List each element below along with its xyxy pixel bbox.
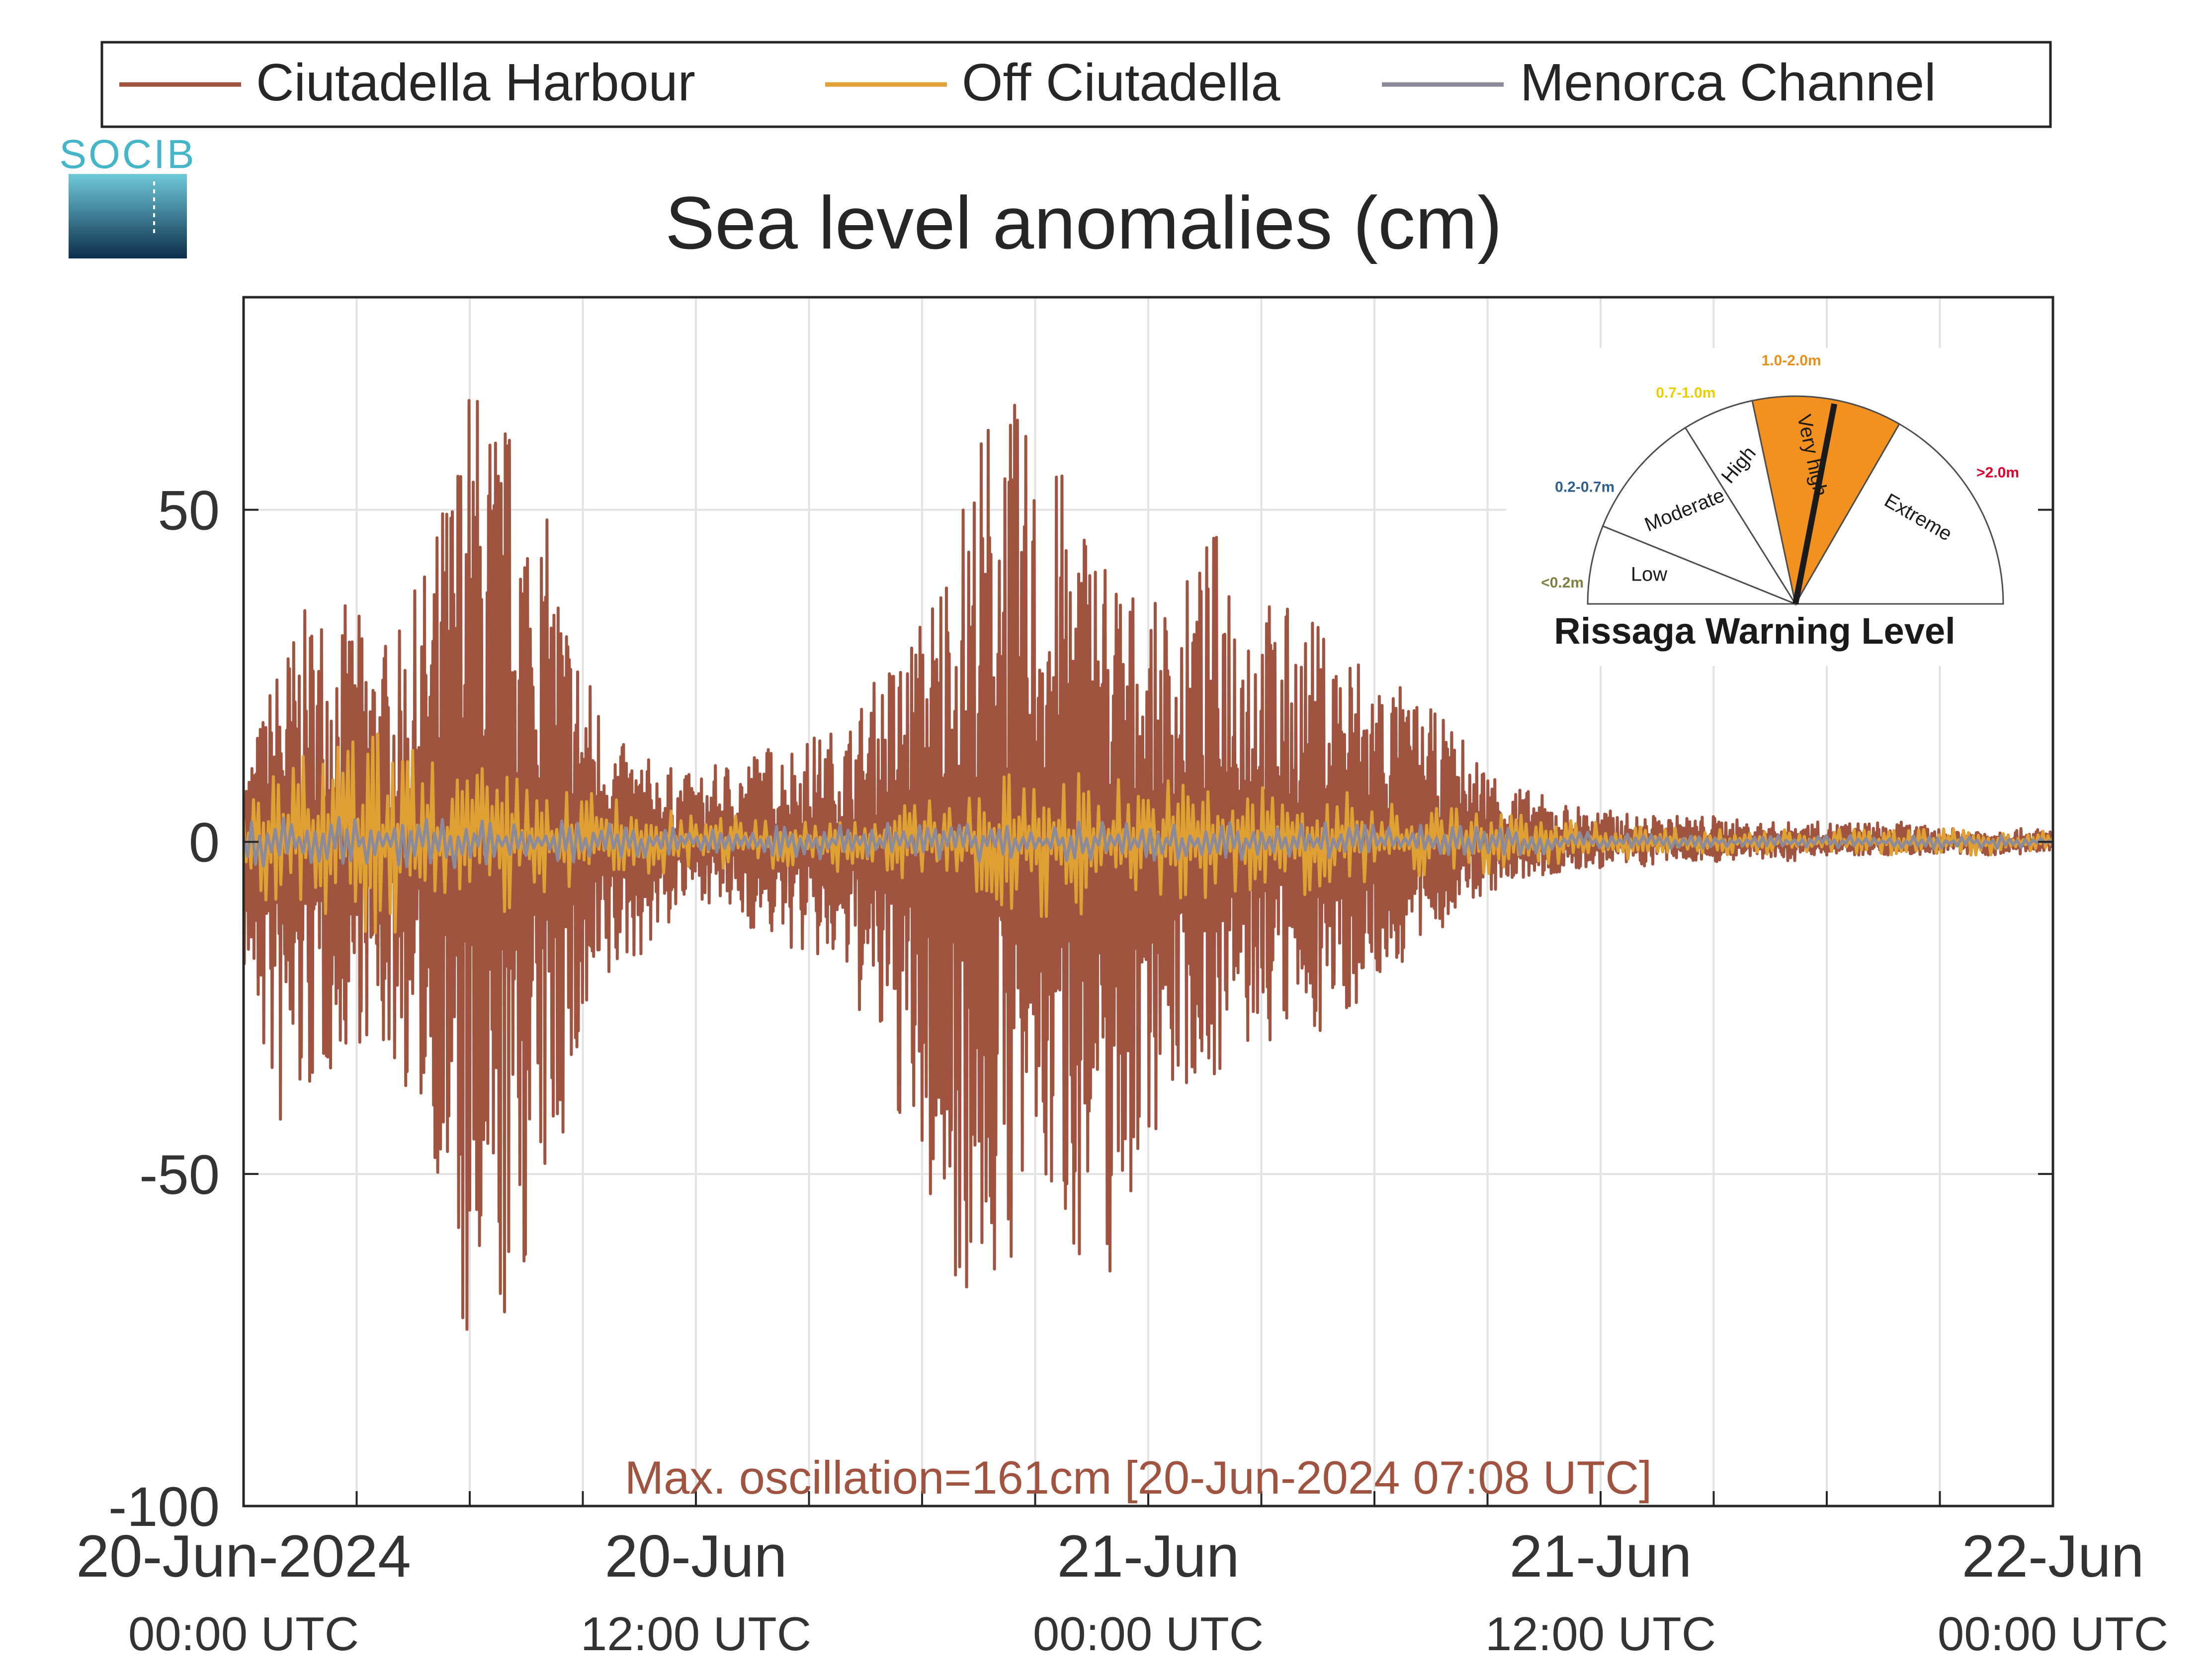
x-tick-label-date: 22-Jun [1962,1523,2144,1590]
series-line-menorca-channel [244,816,2053,869]
x-tick-label-time: 00:00 UTC [128,1607,359,1661]
rissaga-gauge: Rissaga Warning Level Low<0.2mModerate0.… [1506,348,2038,666]
gauge-range-label: >2.0m [1976,465,2019,481]
gauge-sector-low [1587,525,1796,605]
x-tick-label-time: 12:00 UTC [581,1607,811,1661]
gauge-range-label: <0.2m [1541,575,1584,591]
y-tick-label: -50 [139,1144,220,1206]
x-tick-label-date: 20-Jun-2024 [76,1523,411,1590]
legend-label-ciutadella-harbour: Ciutadella Harbour [256,53,695,112]
socib-logo: SOCIB [59,132,196,258]
x-tick-label-time: 00:00 UTC [1938,1607,2168,1661]
gauge-sector-extreme [1794,422,2004,605]
gauge-range-label: 0.2-0.7m [1555,479,1615,496]
x-tick-label-date: 21-Jun [1510,1523,1692,1590]
gauge-range-label: 0.7-1.0m [1656,385,1715,401]
x-tick-label-date: 21-Jun [1057,1523,1240,1590]
legend: Ciutadella Harbour Off Ciutadella Menorc… [100,41,2052,128]
legend-frame [100,41,2052,128]
legend-label-menorca-channel: Menorca Channel [1520,53,1936,112]
gauge-range-label: 1.0-2.0m [1762,352,1821,369]
series-layer [244,399,2053,1331]
x-tick-labels: 20-Jun-2024 00:00 UTC 20-Jun 12:00 UTC 21-Ju… [76,1523,2168,1661]
gauge-title: Rissaga Warning Level [1554,610,1955,652]
gauge-sector-high [1684,400,1796,604]
socib-logo-block [69,174,187,258]
gauge-sector-very-high [1751,395,1901,606]
chart-title: Sea level anomalies (cm) [665,181,1502,264]
gauge-sector-label: Low [1631,563,1667,585]
x-tick-label-time: 00:00 UTC [1033,1607,1264,1661]
x-tick-label-date: 20-Jun [605,1523,787,1590]
y-tick-labels: 50 0 -50 -100 [108,480,220,1538]
y-tick-label: 0 [189,812,220,874]
y-tick-label: -100 [108,1476,220,1538]
gauge-needle [1792,403,1838,605]
gauge-sector-moderate [1602,426,1797,606]
x-tick-label-time: 12:00 UTC [1485,1607,1716,1661]
y-tick-label: 50 [158,480,220,542]
legend-label-off-ciutadella: Off Ciutadella [962,53,1280,112]
max-oscillation-annotation: Max. oscillation=161cm [20-Jun-2024 07:0… [625,1451,1652,1504]
tick-marks [244,508,2053,1507]
socib-logo-text: SOCIB [59,132,196,177]
